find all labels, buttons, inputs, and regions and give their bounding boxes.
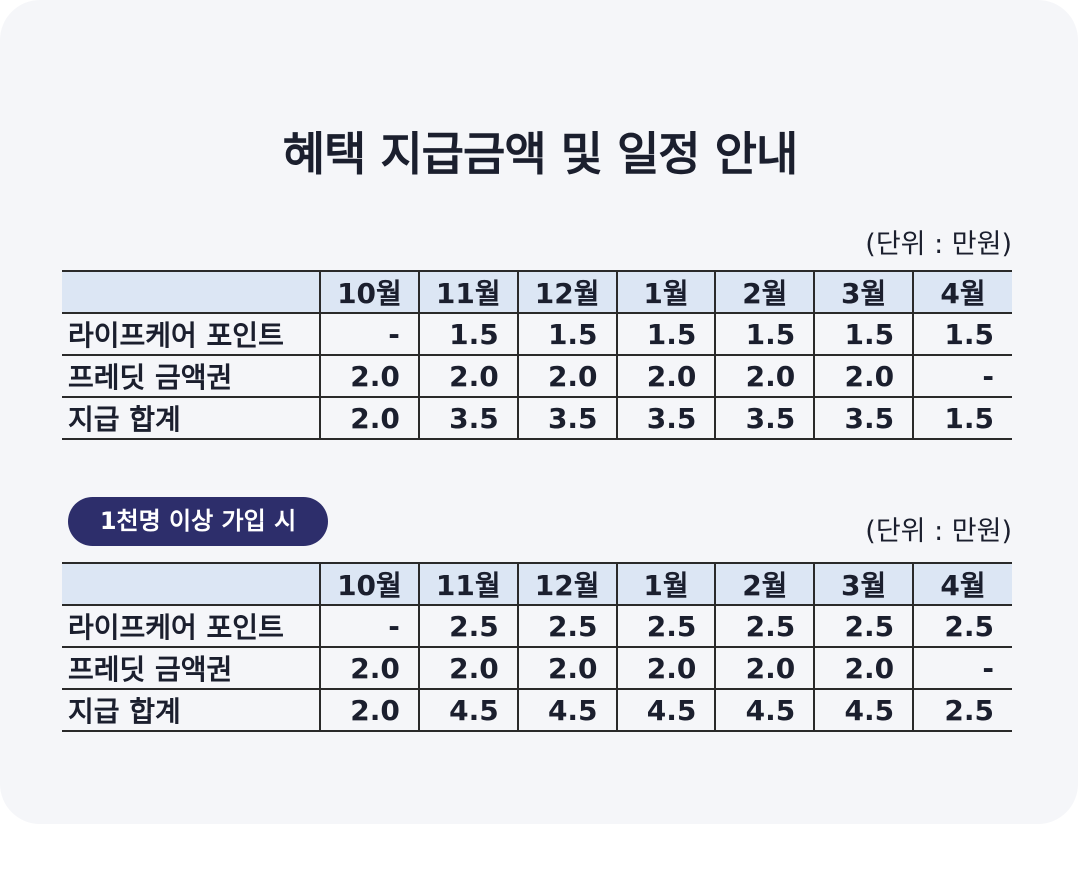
column-header: 3월 bbox=[813, 562, 914, 606]
table-row: 프레딧 금액권 2.0 2.0 2.0 2.0 2.0 2.0- bbox=[62, 647, 1012, 690]
column-header: 2월 bbox=[714, 270, 815, 314]
cell: 2.0 bbox=[319, 355, 419, 398]
cell: 1.5 bbox=[417, 313, 518, 356]
cell: 2.5 bbox=[912, 605, 1012, 648]
cell: 3.5 bbox=[615, 397, 716, 440]
cell: 2.0 bbox=[813, 355, 914, 398]
cell: 2.0 bbox=[319, 689, 419, 732]
cell: - bbox=[319, 313, 419, 356]
title: 혜택 지급금액 및 일정 안내 bbox=[282, 127, 799, 181]
cell: 2.0 bbox=[813, 647, 914, 690]
cell: 4.5 bbox=[417, 689, 518, 732]
card: 혜택 지급금액 및 일정 안내 (단위 : 만원) 10월 11월 12월 1월 2월 3월… bbox=[62, 127, 1012, 732]
column-header: 10월 bbox=[319, 270, 419, 314]
header-corner bbox=[62, 562, 321, 606]
cell: 2.5 bbox=[516, 605, 617, 648]
column-header: 11월 bbox=[417, 562, 518, 606]
column-header: 1월 bbox=[615, 270, 716, 314]
cell: 4.5 bbox=[714, 689, 815, 732]
cell: 1.5 bbox=[615, 313, 716, 356]
cell: 3.5 bbox=[714, 397, 815, 440]
unit-label: (단위 : 만원) bbox=[865, 516, 1012, 547]
table-row: 지급 합계 2.0 3.5 3.5 3.5 3.5 3.5 1.5 bbox=[62, 397, 1012, 440]
cell: 3.5 bbox=[516, 397, 617, 440]
cell: 4.5 bbox=[615, 689, 716, 732]
header-row: 10월 11월 12월 1월 2월 3월 4월 bbox=[62, 562, 1012, 606]
unit-label: (단위 : 만원) bbox=[865, 229, 1012, 260]
table-row: 라이프케어 포인트 -1.5 1.5 1.5 1.5 1.5 1.5 bbox=[62, 313, 1012, 356]
data-table: 10월 11월 12월 1월 2월 3월 4월 라이프케어 포인트 -1.5 1.5 1.5 1.5 1… bbox=[62, 270, 1012, 440]
cell: 2.0 bbox=[516, 647, 617, 690]
cell: 2.0 bbox=[319, 647, 419, 690]
header-row: 10월 11월 12월 1월 2월 3월 4월 bbox=[62, 270, 1012, 314]
cell: 2.5 bbox=[714, 605, 815, 648]
cell: 2.5 bbox=[417, 605, 518, 648]
cell: 4.5 bbox=[813, 689, 914, 732]
cell: - bbox=[912, 647, 1012, 690]
cell: 2.5 bbox=[615, 605, 716, 648]
column-header: 4월 bbox=[912, 562, 1012, 606]
cell: 2.0 bbox=[615, 647, 716, 690]
column-header: 12월 bbox=[516, 562, 617, 606]
column-header: 3월 bbox=[813, 270, 914, 314]
table-row: 프레딧 금액권 2.0 2.0 2.0 2.0 2.0 2.0- bbox=[62, 355, 1012, 398]
cell: - bbox=[319, 605, 419, 648]
cell: 1.5 bbox=[912, 397, 1012, 440]
column-header: 1월 bbox=[615, 562, 716, 606]
cell: 2.0 bbox=[417, 355, 518, 398]
row-label: 라이프케어 포인트 bbox=[62, 313, 321, 356]
cell: 2.0 bbox=[319, 397, 419, 440]
row-label: 지급 합계 bbox=[62, 689, 321, 732]
cell: 2.0 bbox=[714, 355, 815, 398]
cell: 2.0 bbox=[615, 355, 716, 398]
cell: - bbox=[912, 355, 1012, 398]
column-header: 2월 bbox=[714, 562, 815, 606]
cell: 2.5 bbox=[813, 605, 914, 648]
data-table: 10월 11월 12월 1월 2월 3월 4월 라이프케어 포인트 -2.5 2.5 2.5 2.5 2… bbox=[62, 562, 1012, 732]
column-header: 11월 bbox=[417, 270, 518, 314]
cell: 2.5 bbox=[912, 689, 1012, 732]
row-label: 프레딧 금액권 bbox=[62, 355, 321, 398]
table-row: 지급 합계 2.0 4.5 4.5 4.5 4.5 4.5 2.5 bbox=[62, 689, 1012, 732]
cell: 3.5 bbox=[417, 397, 518, 440]
cell: 3.5 bbox=[813, 397, 914, 440]
table-row: 라이프케어 포인트 -2.5 2.5 2.5 2.5 2.5 2.5 bbox=[62, 605, 1012, 648]
column-header: 10월 bbox=[319, 562, 419, 606]
cell: 4.5 bbox=[516, 689, 617, 732]
badge: 1천명 이상 가입 시 bbox=[68, 497, 328, 546]
cell: 2.0 bbox=[714, 647, 815, 690]
cell: 1.5 bbox=[912, 313, 1012, 356]
row-label: 라이프케어 포인트 bbox=[62, 605, 321, 648]
header-corner bbox=[62, 270, 321, 314]
cell: 1.5 bbox=[714, 313, 815, 356]
cell: 1.5 bbox=[813, 313, 914, 356]
cell: 2.0 bbox=[516, 355, 617, 398]
row-label: 지급 합계 bbox=[62, 397, 321, 440]
column-header: 4월 bbox=[912, 270, 1012, 314]
cell: 2.0 bbox=[417, 647, 518, 690]
cell: 1.5 bbox=[516, 313, 617, 356]
column-header: 12월 bbox=[516, 270, 617, 314]
row-label: 프레딧 금액권 bbox=[62, 647, 321, 690]
